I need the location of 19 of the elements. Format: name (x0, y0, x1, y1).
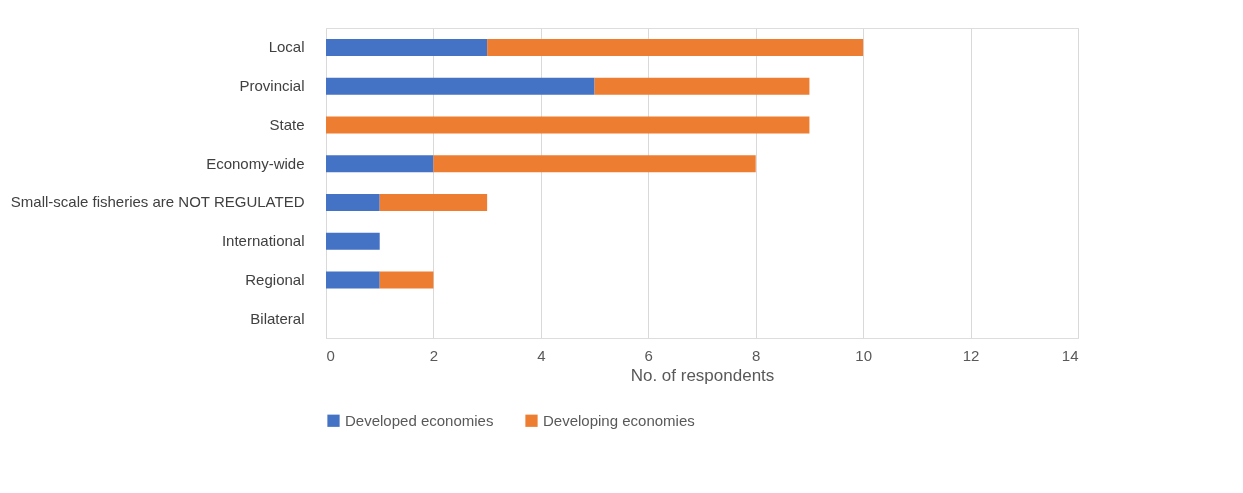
y-tick-label: Regional (245, 270, 305, 288)
y-tick-label: Economy-wide (206, 154, 305, 172)
x-tick-label: 14 (1061, 346, 1079, 364)
y-tick-label: State (269, 115, 305, 133)
y-tick-label: Small-scale fisheries are NOT REGULATED (10, 193, 305, 211)
legend-label: Developed economies (345, 411, 494, 429)
x-axis-title: No. of respondents (630, 365, 775, 385)
y-tick-label: Provincial (239, 77, 305, 95)
x-tick-label: 12 (962, 346, 980, 364)
legend-label: Developing economies (543, 411, 695, 429)
x-tick-label: 10 (855, 346, 872, 364)
x-tick-label: 2 (429, 346, 439, 364)
x-tick-label: 0 (326, 346, 335, 364)
y-tick-label: Local (268, 38, 305, 56)
x-tick-label: 4 (537, 346, 546, 364)
y-tick-label: Bilateral (250, 309, 305, 327)
x-tick-label: 6 (644, 346, 653, 364)
y-tick-label: International (221, 232, 305, 250)
x-tick-label: 8 (752, 346, 761, 364)
